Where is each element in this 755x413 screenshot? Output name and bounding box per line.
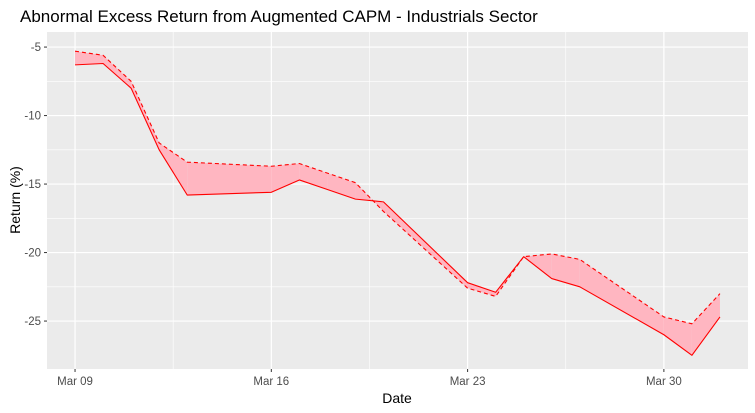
ribbon-segment <box>271 163 300 193</box>
ribbon-segment <box>159 142 188 196</box>
ribbon-segment <box>383 201 468 289</box>
ribbon-segment <box>327 173 356 200</box>
x-axis-ticks: Mar 09 Mar 16 Mar 23 Mar 30 <box>57 369 682 388</box>
ribbon-segment <box>663 316 692 356</box>
minor-gridlines <box>47 32 748 369</box>
ribbon-segment <box>691 293 720 356</box>
x-tick-label: Mar 23 <box>450 376 486 388</box>
series-lines <box>74 50 721 356</box>
x-tick-label: Mar 30 <box>646 376 682 388</box>
ribbon-segment <box>131 81 160 150</box>
ribbon-segment <box>299 163 328 190</box>
x-axis-title: Date <box>382 390 412 406</box>
major-gridlines <box>47 32 748 369</box>
y-tick-label: -5 <box>31 42 41 54</box>
y-tick-label: -20 <box>24 248 41 260</box>
ribbon-segment <box>103 55 132 89</box>
solid-series-line <box>75 62 721 356</box>
y-axis-title: Return (%) <box>7 166 23 234</box>
ribbon-segment <box>495 256 524 297</box>
y-tick-label: -25 <box>24 316 41 328</box>
dashed-series-line <box>74 50 721 325</box>
ribbon-segment <box>187 162 272 196</box>
ribbon-segment <box>467 282 496 297</box>
ribbon-segment <box>551 253 580 287</box>
ribbon-segment <box>579 259 664 335</box>
y-tick-label: -15 <box>24 179 41 191</box>
x-tick-label: Mar 16 <box>253 376 289 388</box>
ribbon-segment <box>355 182 384 212</box>
chart-title: Abnormal Excess Return from Augmented CA… <box>20 7 538 26</box>
y-axis-ticks: -5 -10 -15 -20 -25 <box>24 42 47 328</box>
x-tick-label: Mar 09 <box>57 376 93 388</box>
y-tick-label: -10 <box>24 111 41 123</box>
